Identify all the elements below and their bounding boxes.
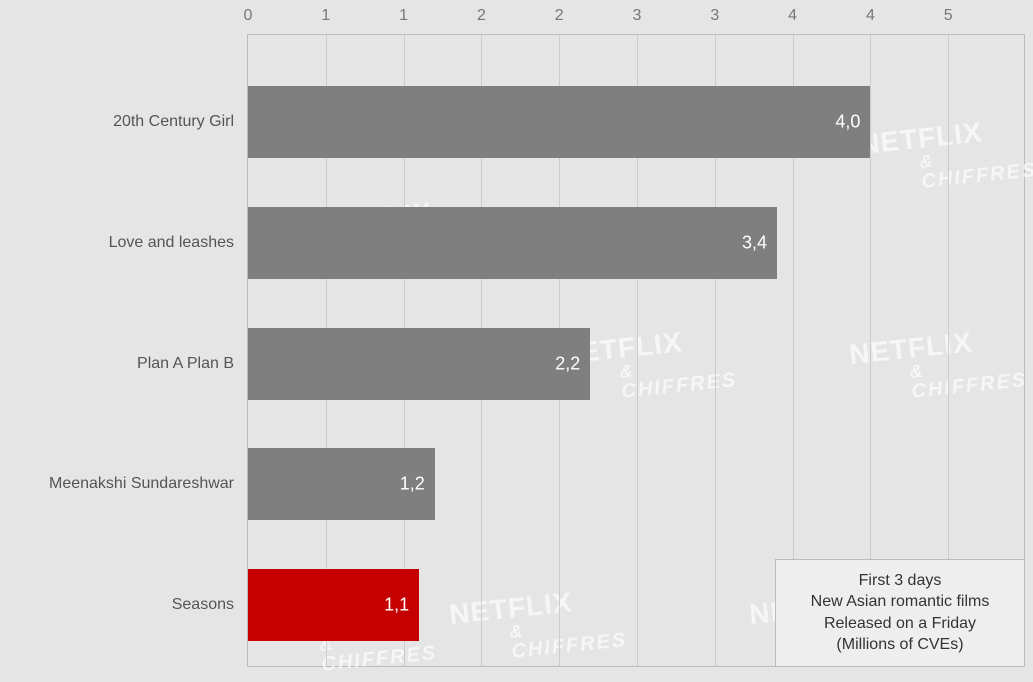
bar: 1,2 (248, 448, 435, 520)
caption-line-3: Released on a Friday (794, 613, 1006, 635)
x-tick-label: 2 (555, 7, 564, 25)
x-tick-label: 1 (321, 7, 330, 25)
bar-value-label: 1,1 (384, 595, 409, 616)
bar-value-label: 4,0 (835, 111, 860, 132)
watermark: NETFLIX&CHIFFRES (858, 112, 1033, 199)
bar: 2,2 (248, 328, 590, 400)
y-tick-label: Plan A Plan B (137, 355, 234, 373)
y-tick-label: 20th Century Girl (113, 113, 234, 131)
bar-value-label: 1,2 (400, 474, 425, 495)
caption-line-2: New Asian romantic films (794, 591, 1006, 613)
bar: 4,0 (248, 86, 870, 158)
y-tick-label: Seasons (172, 596, 234, 614)
x-tick-label: 5 (944, 7, 953, 25)
y-tick-label: Meenakshi Sundareshwar (49, 475, 234, 493)
caption-line-4: (Millions of CVEs) (794, 634, 1006, 656)
watermark: NETFLIX&CHIFFRES (448, 582, 628, 669)
bar-value-label: 3,4 (742, 232, 767, 253)
chart-caption: First 3 days New Asian romantic films Re… (775, 559, 1025, 667)
x-tick-label: 3 (710, 7, 719, 25)
x-tick-label: 4 (788, 7, 797, 25)
x-tick-label: 1 (399, 7, 408, 25)
x-tick-label: 0 (244, 7, 253, 25)
caption-line-1: First 3 days (794, 570, 1006, 592)
x-tick-label: 2 (477, 7, 486, 25)
bar: 3,4 (248, 207, 777, 279)
x-tick-label: 4 (866, 7, 875, 25)
bar: 1,1 (248, 569, 419, 641)
bar-value-label: 2,2 (555, 353, 580, 374)
y-tick-label: Love and leashes (109, 234, 234, 252)
x-tick-label: 3 (633, 7, 642, 25)
watermark: NETFLIX&CHIFFRES (848, 322, 1028, 409)
